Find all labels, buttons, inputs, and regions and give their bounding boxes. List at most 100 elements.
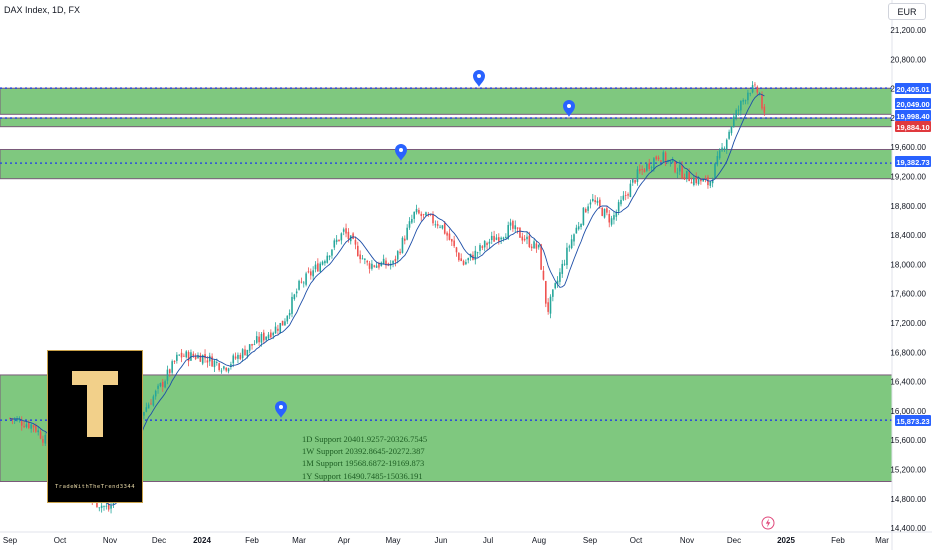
candle-body <box>277 328 279 331</box>
candle-body <box>197 354 199 359</box>
candle-body <box>519 227 521 238</box>
candle-body <box>223 366 225 369</box>
candle-body <box>646 163 648 171</box>
candle-body <box>568 246 571 248</box>
candle-body <box>549 296 552 314</box>
candle-body <box>432 213 434 224</box>
candle-body <box>230 364 232 367</box>
candle-body <box>338 239 340 242</box>
candle-body <box>552 289 554 297</box>
candle-body <box>20 421 23 426</box>
candle-body <box>216 362 218 363</box>
candle-body <box>674 161 676 173</box>
y-tick-label: 18,000.00 <box>890 260 926 269</box>
candle-body <box>754 84 756 86</box>
candle-body <box>747 92 749 101</box>
candle-body <box>302 282 305 284</box>
candle-body <box>392 260 394 264</box>
candle-body <box>107 503 110 510</box>
candle-body <box>103 506 105 507</box>
candle-body <box>98 507 101 509</box>
candle-body <box>599 199 601 207</box>
candle-body <box>169 369 171 374</box>
candle-body <box>690 182 693 184</box>
candle-body <box>378 263 380 268</box>
candle-body <box>161 382 164 387</box>
candle-body <box>702 179 705 182</box>
map-pin-icon[interactable] <box>395 144 407 161</box>
candle-body <box>333 240 336 248</box>
candle-body <box>575 227 578 234</box>
candle-body <box>446 232 448 236</box>
candle-body <box>474 250 477 260</box>
y-tick-label: 18,400.00 <box>890 231 926 240</box>
candle-body <box>451 239 453 242</box>
map-pin-dot <box>567 104 571 108</box>
x-tick-label: Dec <box>152 536 166 545</box>
candle-body <box>660 160 662 162</box>
candle-body <box>507 225 509 239</box>
candle-body <box>194 356 197 359</box>
candle-body <box>643 169 646 173</box>
x-tick-label: Oct <box>54 536 67 545</box>
candle-body <box>460 258 462 262</box>
x-tick-label: Feb <box>245 536 259 545</box>
candle-body <box>587 206 589 211</box>
candle-body <box>366 260 368 263</box>
candle-body <box>291 296 293 314</box>
candle-body <box>340 233 343 241</box>
candle-body <box>678 165 681 172</box>
candle-body <box>488 241 491 244</box>
candle-body <box>636 169 639 182</box>
candle-body <box>533 241 535 249</box>
candle-body <box>335 239 338 242</box>
candle-body <box>697 177 700 185</box>
x-tick-label: Mar <box>292 536 306 545</box>
x-tick-label: Sep <box>3 536 18 545</box>
y-tick-label: 17,600.00 <box>890 290 926 299</box>
candle-body <box>415 208 418 213</box>
candle-body <box>610 218 613 225</box>
map-pin-icon[interactable] <box>275 401 287 418</box>
candle-body <box>326 255 329 263</box>
candle-body <box>751 85 754 93</box>
y-tick-label: 18,800.00 <box>890 202 926 211</box>
x-tick-label: 2024 <box>193 536 211 545</box>
candle-body <box>150 403 152 405</box>
lightning-icon[interactable] <box>761 516 775 530</box>
y-tick-label: 16,000.00 <box>890 407 926 416</box>
y-tick-label: 20,800.00 <box>890 55 926 64</box>
candle-body <box>166 369 169 381</box>
candle-body <box>201 354 204 364</box>
candle-body <box>540 244 542 270</box>
currency-selector[interactable]: EUR <box>888 3 926 20</box>
map-pin-icon[interactable] <box>473 70 485 87</box>
candle-body <box>347 231 350 239</box>
candle-body <box>655 156 658 160</box>
candle-body <box>100 505 103 508</box>
map-pin-icon[interactable] <box>563 100 575 117</box>
candle-body <box>733 116 735 127</box>
candle-body <box>545 280 547 304</box>
candle-body <box>465 262 467 265</box>
candle-body <box>244 349 246 356</box>
candle-body <box>293 294 296 300</box>
candle-body <box>317 263 319 272</box>
candle-body <box>559 272 561 282</box>
candle-body <box>234 356 237 359</box>
symbol-title[interactable]: DAX Index, 1D, FX <box>4 5 81 15</box>
candle-body <box>535 243 538 249</box>
candle-body <box>434 224 437 226</box>
x-tick-label: Nov <box>680 536 694 545</box>
candle-body <box>157 385 159 389</box>
price-label-text: 19,382.73 <box>896 158 929 167</box>
y-tick-label: 15,200.00 <box>890 466 926 475</box>
y-tick-label: 14,400.00 <box>890 524 926 533</box>
candle-body <box>387 263 390 266</box>
candle-body <box>176 354 178 361</box>
candle-body <box>220 370 223 372</box>
candle-body <box>653 158 655 169</box>
candle-body <box>39 431 42 439</box>
